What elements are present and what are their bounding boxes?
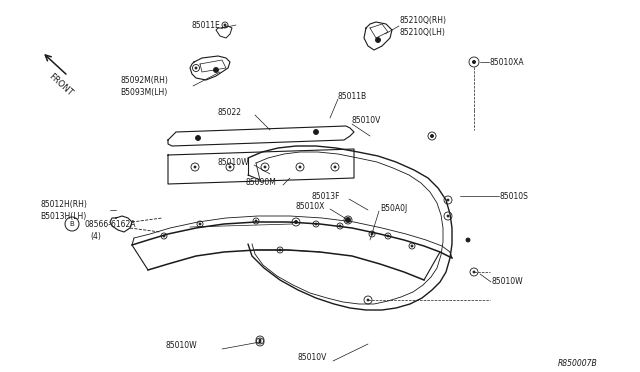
Text: 85012H(RH): 85012H(RH) (40, 199, 87, 208)
Circle shape (259, 339, 261, 341)
Circle shape (163, 235, 165, 237)
Circle shape (431, 135, 433, 138)
Circle shape (314, 129, 319, 135)
Circle shape (195, 67, 197, 69)
Circle shape (447, 215, 449, 217)
Circle shape (473, 271, 475, 273)
Text: 85010W: 85010W (218, 157, 250, 167)
Text: 85011B: 85011B (338, 92, 367, 100)
Circle shape (224, 24, 226, 26)
Circle shape (229, 166, 231, 168)
Text: 85092M(RH): 85092M(RH) (120, 76, 168, 84)
Text: (4): (4) (90, 231, 101, 241)
Text: 85010V: 85010V (352, 115, 381, 125)
Circle shape (295, 221, 297, 223)
Text: 85010S: 85010S (500, 192, 529, 201)
Text: 85022: 85022 (218, 108, 242, 116)
Circle shape (194, 166, 196, 168)
Circle shape (334, 166, 336, 168)
Circle shape (466, 238, 470, 242)
Circle shape (255, 220, 257, 222)
Circle shape (411, 245, 413, 247)
Text: 85011E: 85011E (192, 20, 221, 29)
Circle shape (472, 61, 476, 64)
Text: B5013H(LH): B5013H(LH) (40, 212, 86, 221)
Circle shape (367, 299, 369, 301)
Text: 85210Q(RH): 85210Q(RH) (400, 16, 447, 25)
Text: 85013F: 85013F (312, 192, 340, 201)
Circle shape (299, 166, 301, 168)
Circle shape (294, 221, 298, 224)
Text: 85010W: 85010W (166, 341, 198, 350)
Text: B50A0J: B50A0J (380, 203, 407, 212)
Circle shape (199, 223, 201, 225)
Text: 85210Q(LH): 85210Q(LH) (400, 28, 446, 36)
Circle shape (259, 341, 261, 343)
Text: 08566-6162A: 08566-6162A (84, 219, 136, 228)
Text: R850007B: R850007B (558, 359, 598, 369)
Text: 85090M: 85090M (246, 177, 277, 186)
Circle shape (371, 233, 373, 235)
Circle shape (431, 135, 433, 137)
Circle shape (214, 67, 218, 73)
Circle shape (473, 61, 475, 63)
Text: B5093M(LH): B5093M(LH) (120, 87, 167, 96)
Circle shape (447, 199, 449, 201)
Circle shape (264, 166, 266, 168)
Circle shape (195, 135, 200, 141)
Text: B: B (70, 221, 74, 227)
Circle shape (279, 249, 281, 251)
Circle shape (376, 38, 381, 42)
Text: FRONT: FRONT (46, 72, 74, 98)
Circle shape (347, 219, 349, 221)
Text: 85010W: 85010W (492, 278, 524, 286)
Text: 85010V: 85010V (298, 353, 328, 362)
Text: 85010X: 85010X (296, 202, 325, 211)
Circle shape (315, 223, 317, 225)
Circle shape (346, 218, 351, 222)
Circle shape (339, 225, 341, 227)
Text: 85010XA: 85010XA (490, 58, 525, 67)
Circle shape (387, 235, 389, 237)
